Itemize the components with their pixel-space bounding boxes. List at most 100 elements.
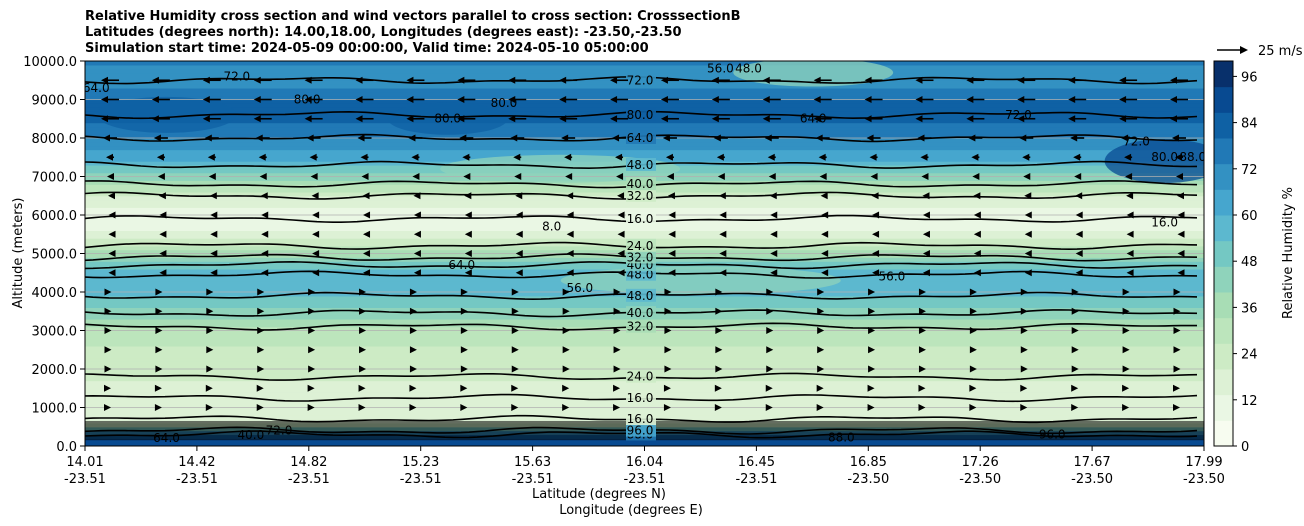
inline-contour-label: 72.0 — [266, 423, 293, 437]
wind-vector-head — [717, 173, 725, 180]
wind-vector-head — [613, 404, 621, 411]
wind-vector-head — [202, 115, 210, 123]
wind-vector-head — [1173, 288, 1181, 296]
wind-vector-head — [155, 365, 163, 373]
rh-band — [85, 403, 1204, 409]
wind-vector-head — [1075, 211, 1083, 219]
rh-band — [85, 349, 1204, 355]
wind-vector-head — [413, 192, 421, 200]
wind-vector-head — [515, 192, 523, 200]
wind-vector-head — [363, 211, 371, 219]
wind-vector-head — [151, 76, 159, 84]
y-tick-label: 6000.0 — [32, 209, 78, 224]
contour-label: 40.0 — [627, 177, 654, 191]
wind-vector-head — [1177, 250, 1185, 257]
wind-vector-head — [1075, 250, 1083, 257]
wind-vector-head — [304, 115, 312, 123]
x-tick-label-lat: 17.99 — [1185, 455, 1222, 470]
wind-vector-head — [820, 192, 828, 200]
wind-vector-head — [867, 404, 875, 411]
wind-vector-head — [1071, 404, 1079, 411]
wind-vector-head — [355, 76, 363, 84]
rh-band — [85, 357, 1204, 362]
wind-vector-head — [104, 346, 112, 354]
wind-vector-head — [971, 153, 979, 161]
wind-vector-head — [660, 76, 668, 84]
wind-vector-head — [1071, 346, 1079, 354]
wind-vector-head — [1075, 230, 1083, 238]
colorbar-segment — [1214, 394, 1233, 421]
wind-vector-head — [610, 76, 618, 84]
colorbar-segment — [1214, 215, 1233, 242]
wind-vector-head — [613, 365, 621, 373]
x-tick-label-lon: -23.51 — [400, 472, 442, 487]
wind-vector-head — [155, 346, 163, 354]
wind-vector-head — [668, 250, 676, 257]
inline-contour-label: 64.0 — [448, 258, 475, 272]
wind-vector-head — [308, 327, 316, 334]
wind-vector-head — [719, 230, 727, 238]
rh-band — [85, 230, 1204, 235]
wind-vector-head — [922, 250, 930, 257]
wind-vector-head — [1024, 230, 1032, 238]
wind-vector-head — [612, 134, 620, 142]
wind-vector-head — [413, 211, 421, 219]
wind-vector-head — [915, 76, 923, 84]
wind-vector-head — [1122, 307, 1130, 315]
wind-vector-head — [312, 211, 320, 219]
wind-vector-head — [869, 153, 877, 161]
wind-vector-head — [610, 115, 618, 123]
y-tick-label: 9000.0 — [32, 94, 78, 109]
rh-band — [85, 345, 1204, 351]
wind-vector-head — [922, 192, 930, 200]
x-tick-label-lat: 14.01 — [66, 455, 103, 470]
wind-vector-head — [770, 211, 778, 219]
wind-vector-head — [358, 384, 366, 392]
wind-vector-head — [511, 307, 519, 315]
wind-vector-head — [1170, 76, 1177, 84]
wind-vector-head — [307, 404, 315, 411]
x-tick-label-lon: -23.51 — [64, 472, 106, 487]
contour-label: 16.0 — [627, 391, 654, 405]
wind-vector-head — [363, 250, 371, 257]
wind-vector-head — [204, 134, 212, 142]
wind-vector-head — [159, 230, 167, 238]
y-axis: 0.0 1000.0 2000.0 3000.0 4000.0 5000.0 6000.0 7… — [23, 55, 85, 455]
rh-patch — [560, 266, 841, 295]
wind-vector-head — [663, 404, 671, 411]
wind-vector-head — [460, 346, 468, 354]
wind-vector-head — [155, 327, 163, 334]
wind-vector-head — [1075, 269, 1083, 277]
wind-vector-head — [457, 115, 465, 123]
wind-vector-head — [460, 288, 468, 296]
wind-vector-head — [460, 307, 468, 315]
wind-vector-head — [1122, 346, 1130, 354]
wind-vector-head — [464, 269, 472, 277]
wind-vector-head — [714, 384, 722, 392]
rh-band — [85, 91, 1204, 97]
x-tick-label-lon: -23.51 — [735, 472, 777, 487]
wind-vector-head — [1017, 76, 1025, 84]
wind-vector-head — [1126, 269, 1134, 277]
wind-vector-head — [813, 96, 821, 103]
contour-label-bg — [626, 423, 656, 437]
wind-vector-head — [613, 384, 621, 392]
x-tick-label-lon: -23.51 — [512, 472, 554, 487]
colorbar-tick-label: 96 — [1241, 70, 1258, 85]
wind-vector-head — [513, 153, 521, 161]
wind-vector-head — [719, 269, 727, 277]
x-tick-label-lat: 14.82 — [290, 455, 327, 470]
rh-band — [85, 334, 1204, 339]
wind-vector-head — [715, 346, 723, 354]
wind-vector-head — [917, 134, 925, 142]
wind-vector-head — [408, 134, 416, 142]
contour-label-bg — [626, 369, 656, 383]
wind-vector-head — [409, 404, 417, 411]
wind-vector-head — [154, 384, 162, 392]
wind-vector-head — [464, 211, 472, 219]
wind-vector-head — [915, 115, 923, 123]
contour-label: 32.0 — [627, 250, 654, 264]
inline-contour-label: 64.0 — [153, 431, 180, 445]
wind-vector-head — [711, 76, 719, 84]
wind-vector-head — [973, 230, 981, 238]
